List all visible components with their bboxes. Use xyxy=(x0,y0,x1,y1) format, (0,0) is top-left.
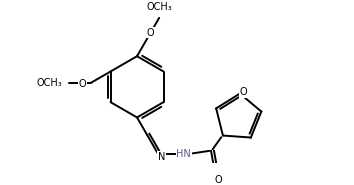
Text: O: O xyxy=(147,28,154,38)
Text: O: O xyxy=(215,175,222,185)
Text: O: O xyxy=(79,79,86,89)
Text: N: N xyxy=(158,152,165,162)
Text: OCH₃: OCH₃ xyxy=(37,78,62,88)
Text: HN: HN xyxy=(176,149,191,159)
Text: OCH₃: OCH₃ xyxy=(146,2,172,12)
Text: O: O xyxy=(240,87,247,97)
